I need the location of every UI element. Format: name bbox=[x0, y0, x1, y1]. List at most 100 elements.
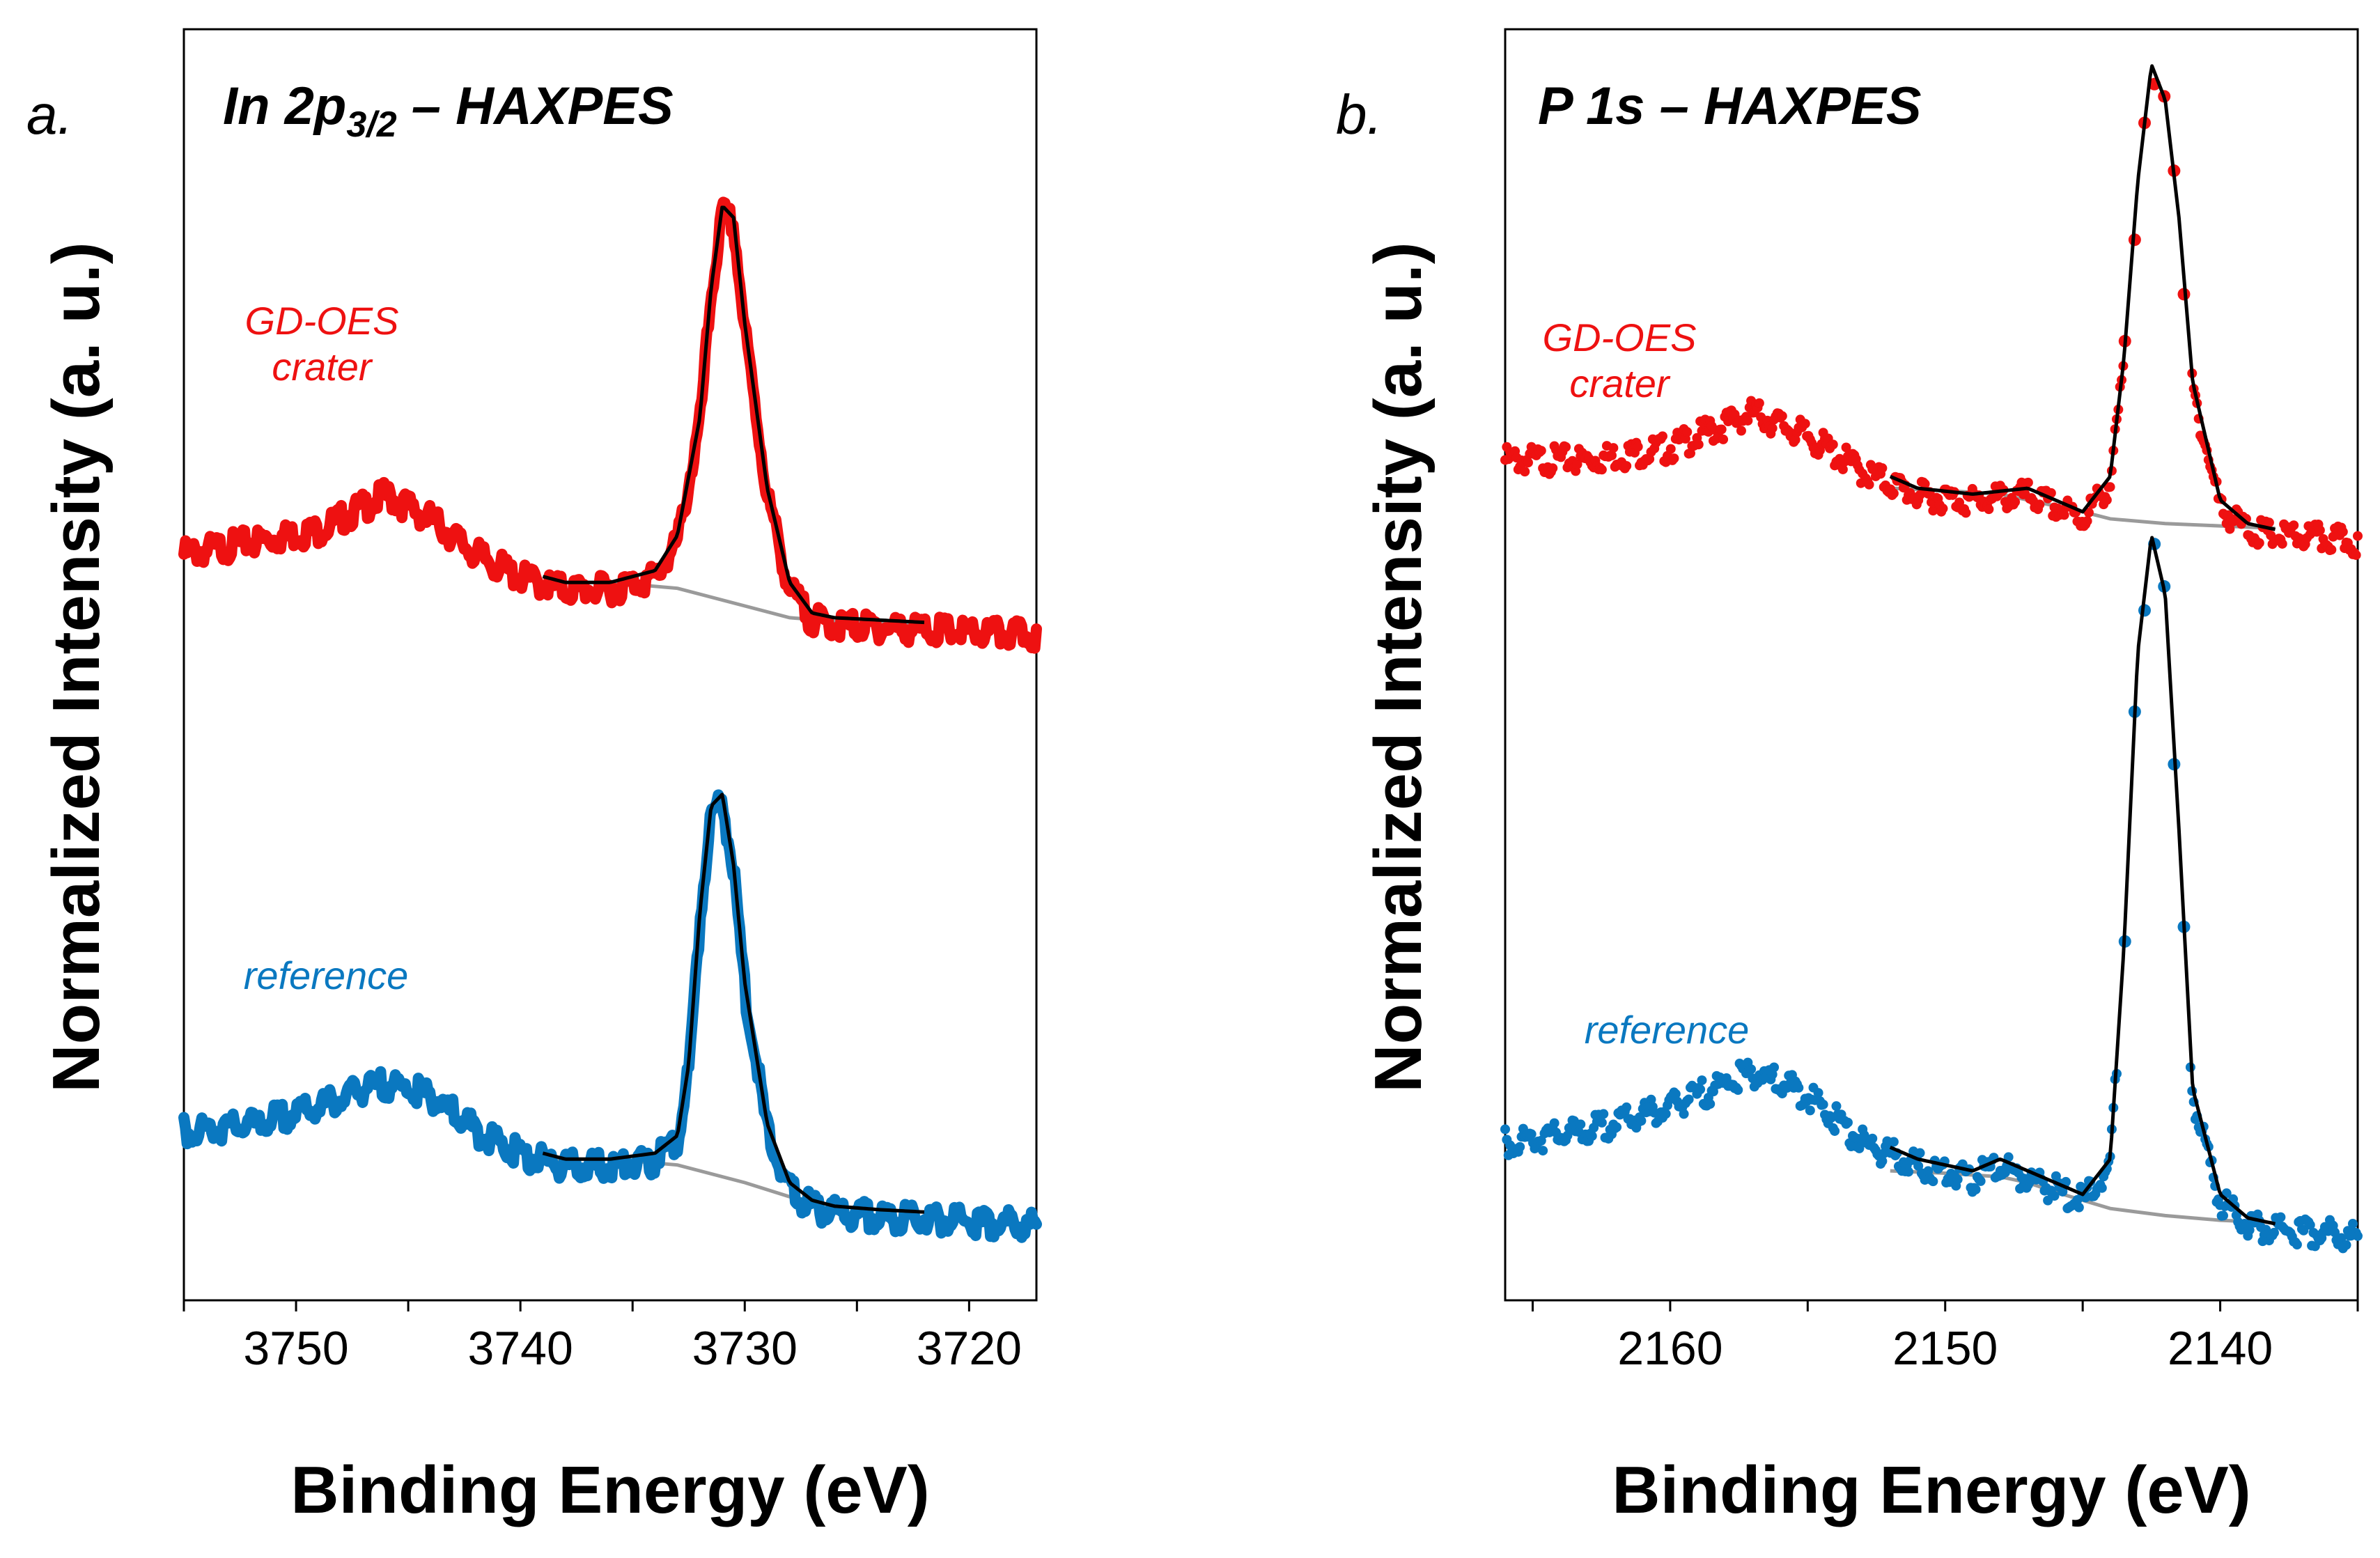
data-point-reference bbox=[1733, 1084, 1743, 1095]
data-point-crater bbox=[2225, 524, 2235, 534]
data-point-crater bbox=[2101, 494, 2112, 505]
data-point-reference bbox=[1831, 1101, 1842, 1112]
data-point-crater bbox=[1665, 444, 1676, 454]
data-point-crater bbox=[2338, 527, 2348, 537]
data-trace-reference bbox=[178, 789, 1042, 1243]
data-point-crater bbox=[2059, 510, 2069, 520]
data-point-reference bbox=[2218, 1210, 2228, 1221]
x-tick-label: 3740 bbox=[468, 1322, 573, 1375]
data-point-crater bbox=[1716, 424, 1727, 435]
plot-frame-a bbox=[182, 28, 1038, 1302]
data-point-reference bbox=[1612, 1122, 1622, 1132]
data-point-crater bbox=[1754, 398, 1764, 408]
data-point-reference bbox=[2336, 1233, 2347, 1243]
data-point-crater bbox=[1841, 442, 1851, 453]
data-point-reference bbox=[1854, 1143, 1865, 1153]
data-point-reference bbox=[1695, 1084, 1706, 1095]
series-label-reference-a: reference bbox=[244, 953, 409, 997]
data-point-reference bbox=[2003, 1152, 2014, 1162]
data-point-reference bbox=[1842, 1117, 1853, 1128]
data-point-reference bbox=[1576, 1119, 1586, 1130]
x-tick-label: 3730 bbox=[692, 1322, 798, 1375]
series-label-crater-b: GD-OES crater bbox=[1543, 316, 1697, 405]
data-point-reference bbox=[1670, 1089, 1681, 1099]
data-point-crater bbox=[1572, 459, 1582, 469]
data-point-crater bbox=[1864, 479, 1874, 490]
data-point-crater bbox=[1520, 467, 1530, 477]
data-point-crater bbox=[2353, 531, 2363, 541]
data-point-reference bbox=[1769, 1062, 1780, 1073]
data-point-crater bbox=[1790, 435, 1800, 445]
data-point-reference bbox=[1621, 1102, 1632, 1112]
data-point-reference bbox=[1818, 1099, 1828, 1109]
data-point-crater bbox=[1877, 463, 1888, 474]
data-point-crater bbox=[1777, 411, 1787, 421]
data-point-crater bbox=[1920, 478, 1930, 489]
data-point-reference bbox=[2330, 1227, 2340, 1238]
data-point-crater bbox=[1523, 458, 1533, 468]
fit-curve-crater bbox=[542, 205, 925, 625]
data-point-reference bbox=[1526, 1129, 1537, 1139]
data-point-reference bbox=[2347, 1219, 2358, 1229]
data-point-crater bbox=[1718, 434, 1729, 444]
data-point-crater bbox=[1621, 460, 1632, 471]
data-point-reference bbox=[1928, 1176, 1938, 1187]
plot-title-a: In 2p3/2 – HAXPES bbox=[223, 77, 674, 145]
data-point-reference bbox=[2269, 1227, 2279, 1238]
x-axis-label-b: Binding Energy (eV) bbox=[1612, 1453, 2250, 1527]
data-point-reference bbox=[1660, 1109, 1671, 1119]
fit-curves-b bbox=[1889, 64, 2276, 1226]
data-point-reference bbox=[1562, 1130, 1573, 1141]
data-point-reference bbox=[1705, 1099, 1716, 1109]
data-point-reference bbox=[1549, 1118, 1560, 1128]
data-point-reference bbox=[1952, 1174, 1963, 1185]
data-point-crater bbox=[1536, 446, 1546, 456]
data-point-reference bbox=[1867, 1133, 1878, 1144]
data-point-crater bbox=[1837, 464, 1848, 474]
data-point-reference bbox=[2341, 1240, 2351, 1250]
data-point-crater bbox=[2315, 525, 2325, 536]
data-point-reference bbox=[1915, 1148, 1925, 1158]
data-point-crater bbox=[2351, 550, 2361, 560]
series-label-reference-b: reference bbox=[1585, 1008, 1750, 1052]
fit-curve-crater bbox=[1889, 64, 2276, 531]
data-point-crater bbox=[1767, 423, 1778, 433]
data-point-reference bbox=[1679, 1109, 1689, 1119]
data-point-crater bbox=[1607, 450, 1617, 460]
data-point-reference bbox=[1599, 1109, 1609, 1119]
data-point-reference bbox=[1888, 1137, 1899, 1147]
data-point-crater bbox=[1928, 506, 1938, 516]
data-point-crater bbox=[1608, 443, 1619, 453]
y-axis-label-a: Normalized Intensity (a. u.) bbox=[39, 242, 114, 1093]
data-point-reference bbox=[2097, 1183, 2107, 1193]
data-point-reference bbox=[2244, 1225, 2255, 1236]
data-point-crater bbox=[2264, 517, 2274, 528]
x-axis-label-a: Binding Energy (eV) bbox=[290, 1453, 929, 1527]
data-point-reference bbox=[2292, 1240, 2302, 1250]
data-point-reference bbox=[1683, 1094, 1694, 1105]
data-point-crater bbox=[2105, 482, 2115, 492]
x-tick-label: 3720 bbox=[917, 1322, 1022, 1375]
data-point-reference bbox=[2299, 1225, 2309, 1236]
data-point-crater bbox=[1633, 442, 1643, 452]
data-point-reference bbox=[1970, 1184, 1981, 1194]
data-point-reference bbox=[2049, 1191, 2060, 1201]
panel-a: a. In 2p3/2 – HAXPES Normalized Intensit… bbox=[26, 28, 1042, 1527]
x-tick-label: 2140 bbox=[2168, 1322, 2273, 1375]
data-point-reference bbox=[1877, 1156, 1888, 1167]
background-lines-b bbox=[1890, 486, 2276, 1224]
panel-letter-b: b. bbox=[1336, 84, 1383, 146]
data-point-reference bbox=[1904, 1167, 1914, 1177]
data-point-reference bbox=[1536, 1135, 1546, 1146]
data-point-crater bbox=[1657, 431, 1667, 442]
data-point-crater bbox=[1596, 465, 1607, 475]
data-point-crater bbox=[2023, 477, 2033, 488]
plot-title-b: P 1s – HAXPES bbox=[1538, 77, 1922, 136]
data-point-crater bbox=[1800, 419, 1810, 429]
data-point-reference bbox=[1830, 1125, 1840, 1136]
data-point-crater bbox=[1736, 426, 1746, 436]
x-tick-label: 3750 bbox=[243, 1322, 348, 1375]
data-point-crater bbox=[1693, 439, 1704, 450]
data-point-crater bbox=[1938, 504, 1948, 514]
